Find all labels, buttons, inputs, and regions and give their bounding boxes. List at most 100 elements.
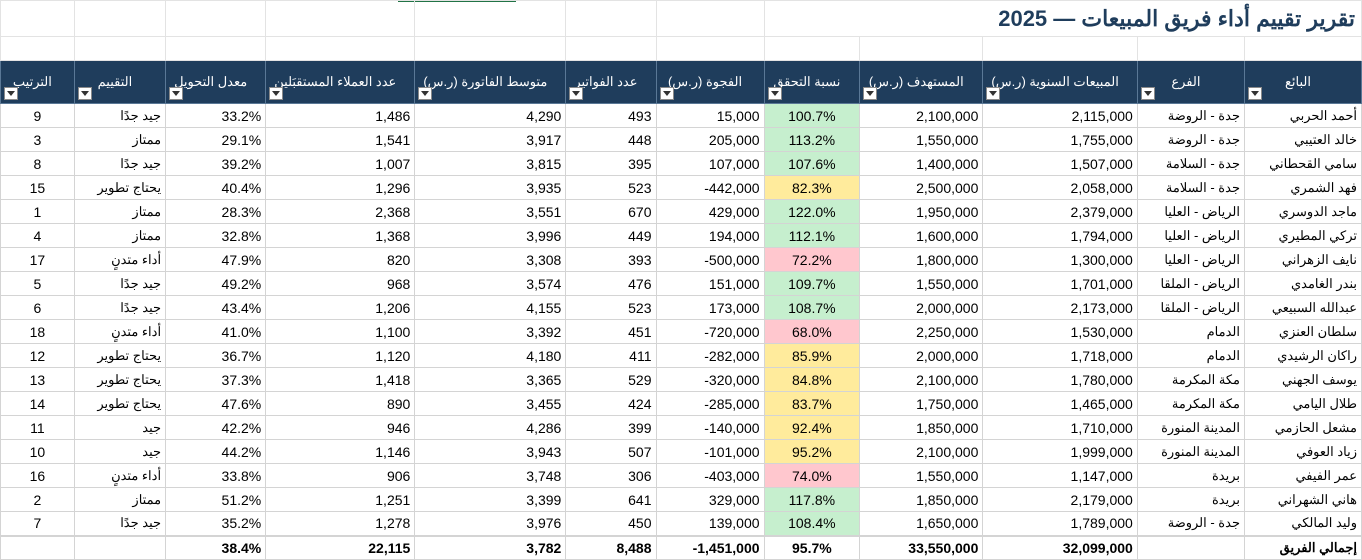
- rating-cell[interactable]: جيد: [73, 439, 167, 464]
- total-customers[interactable]: 22,115: [265, 534, 416, 560]
- conversion-cell[interactable]: 40.4%: [165, 175, 267, 200]
- customers-cell[interactable]: 890: [265, 391, 416, 416]
- sales-cell[interactable]: 1,507,000: [982, 151, 1138, 176]
- seller-cell[interactable]: تركي المطيري: [1243, 223, 1362, 248]
- seller-cell[interactable]: بندر الغامدي: [1243, 271, 1362, 296]
- empty-cell[interactable]: [655, 36, 765, 61]
- branch-cell[interactable]: مكة المكرمة: [1136, 391, 1245, 416]
- invoices-cell[interactable]: 523: [565, 175, 657, 200]
- total-conversion[interactable]: 38.4%: [165, 534, 267, 560]
- invoices-cell[interactable]: 450: [565, 511, 657, 536]
- target-cell[interactable]: 1,550,000: [859, 463, 984, 488]
- total-ratio[interactable]: 95.7%: [763, 534, 861, 560]
- customers-cell[interactable]: 906: [265, 463, 416, 488]
- target-cell[interactable]: 1,750,000: [859, 391, 984, 416]
- empty-cell[interactable]: [565, 0, 657, 37]
- sales-cell[interactable]: 2,115,000: [982, 103, 1138, 128]
- invoices-cell[interactable]: 411: [565, 343, 657, 368]
- total-invoices[interactable]: 8,488: [565, 534, 657, 560]
- customers-cell[interactable]: 820: [265, 247, 416, 272]
- target-cell[interactable]: 2,100,000: [859, 103, 984, 128]
- rating-cell[interactable]: يحتاج تطوير: [73, 367, 167, 392]
- conversion-cell[interactable]: 37.3%: [165, 367, 267, 392]
- customers-cell[interactable]: 1,120: [265, 343, 416, 368]
- empty-cell[interactable]: [0, 534, 75, 560]
- rank-cell[interactable]: 17: [0, 247, 75, 272]
- avg-invoice-cell[interactable]: 3,392: [414, 319, 567, 344]
- gap-cell[interactable]: -282,000: [655, 343, 765, 368]
- filter-dropdown-icon[interactable]: [77, 87, 92, 100]
- gap-cell[interactable]: 205,000: [655, 127, 765, 152]
- target-cell[interactable]: 1,550,000: [859, 127, 984, 152]
- column-header[interactable]: متوسط الفاتورة (ر.س): [414, 60, 567, 104]
- empty-cell[interactable]: [859, 36, 984, 61]
- rank-cell[interactable]: 1: [0, 199, 75, 224]
- target-cell[interactable]: 1,950,000: [859, 199, 984, 224]
- conversion-cell[interactable]: 47.9%: [165, 247, 267, 272]
- invoices-cell[interactable]: 424: [565, 391, 657, 416]
- gap-cell[interactable]: 107,000: [655, 151, 765, 176]
- branch-cell[interactable]: جدة - السلامة: [1136, 151, 1245, 176]
- avg-invoice-cell[interactable]: 4,290: [414, 103, 567, 128]
- avg-invoice-cell[interactable]: 3,996: [414, 223, 567, 248]
- branch-cell[interactable]: الرياض - العليا: [1136, 199, 1245, 224]
- invoices-cell[interactable]: 395: [565, 151, 657, 176]
- sales-cell[interactable]: 1,147,000: [982, 463, 1138, 488]
- avg-invoice-cell[interactable]: 3,399: [414, 487, 567, 512]
- sales-cell[interactable]: 1,755,000: [982, 127, 1138, 152]
- conversion-cell[interactable]: 44.2%: [165, 439, 267, 464]
- rank-cell[interactable]: 14: [0, 391, 75, 416]
- rating-cell[interactable]: ممتاز: [73, 223, 167, 248]
- empty-cell[interactable]: [1136, 534, 1245, 560]
- customers-cell[interactable]: 1,251: [265, 487, 416, 512]
- rating-cell[interactable]: يحتاج تطوير: [73, 391, 167, 416]
- seller-cell[interactable]: سامي القحطاني: [1243, 151, 1362, 176]
- avg-invoice-cell[interactable]: 4,286: [414, 415, 567, 440]
- empty-cell[interactable]: [73, 0, 167, 37]
- sales-cell[interactable]: 2,379,000: [982, 199, 1138, 224]
- rank-cell[interactable]: 5: [0, 271, 75, 296]
- invoices-cell[interactable]: 449: [565, 223, 657, 248]
- customers-cell[interactable]: 1,146: [265, 439, 416, 464]
- gap-cell[interactable]: -285,000: [655, 391, 765, 416]
- sales-cell[interactable]: 2,058,000: [982, 175, 1138, 200]
- customers-cell[interactable]: 1,541: [265, 127, 416, 152]
- empty-cell[interactable]: [763, 36, 861, 61]
- ratio-cell[interactable]: 109.7%: [763, 271, 861, 296]
- branch-cell[interactable]: المدينة المنورة: [1136, 415, 1245, 440]
- seller-cell[interactable]: خالد العتيبي: [1243, 127, 1362, 152]
- invoices-cell[interactable]: 523: [565, 295, 657, 320]
- gap-cell[interactable]: 139,000: [655, 511, 765, 536]
- seller-cell[interactable]: راكان الرشيدي: [1243, 343, 1362, 368]
- branch-cell[interactable]: مكة المكرمة: [1136, 367, 1245, 392]
- branch-cell[interactable]: الرياض - العليا: [1136, 247, 1245, 272]
- filter-dropdown-icon[interactable]: [767, 87, 782, 100]
- column-header[interactable]: المستهدف (ر.س): [859, 60, 984, 104]
- target-cell[interactable]: 1,800,000: [859, 247, 984, 272]
- empty-cell[interactable]: [655, 0, 765, 37]
- filter-dropdown-icon[interactable]: [418, 87, 433, 100]
- ratio-cell[interactable]: 68.0%: [763, 319, 861, 344]
- customers-cell[interactable]: 1,296: [265, 175, 416, 200]
- ratio-cell[interactable]: 112.1%: [763, 223, 861, 248]
- seller-cell[interactable]: فهد الشمري: [1243, 175, 1362, 200]
- ratio-cell[interactable]: 113.2%: [763, 127, 861, 152]
- rating-cell[interactable]: جيد جدًا: [73, 295, 167, 320]
- branch-cell[interactable]: الدمام: [1136, 319, 1245, 344]
- branch-cell[interactable]: المدينة المنورة: [1136, 439, 1245, 464]
- total-avg-invoice[interactable]: 3,782: [414, 534, 567, 560]
- avg-invoice-cell[interactable]: 3,365: [414, 367, 567, 392]
- rating-cell[interactable]: ممتاز: [73, 199, 167, 224]
- seller-cell[interactable]: مشعل الحازمي: [1243, 415, 1362, 440]
- total-gap[interactable]: -1,451,000: [655, 534, 765, 560]
- rank-cell[interactable]: 4: [0, 223, 75, 248]
- seller-cell[interactable]: وليد المالكي: [1243, 511, 1362, 536]
- branch-cell[interactable]: جدة - الروضة: [1136, 103, 1245, 128]
- sales-cell[interactable]: 1,530,000: [982, 319, 1138, 344]
- empty-cell[interactable]: [0, 0, 75, 37]
- invoices-cell[interactable]: 641: [565, 487, 657, 512]
- filter-dropdown-icon[interactable]: [569, 87, 584, 100]
- target-cell[interactable]: 1,600,000: [859, 223, 984, 248]
- empty-cell[interactable]: [982, 36, 1138, 61]
- conversion-cell[interactable]: 49.2%: [165, 271, 267, 296]
